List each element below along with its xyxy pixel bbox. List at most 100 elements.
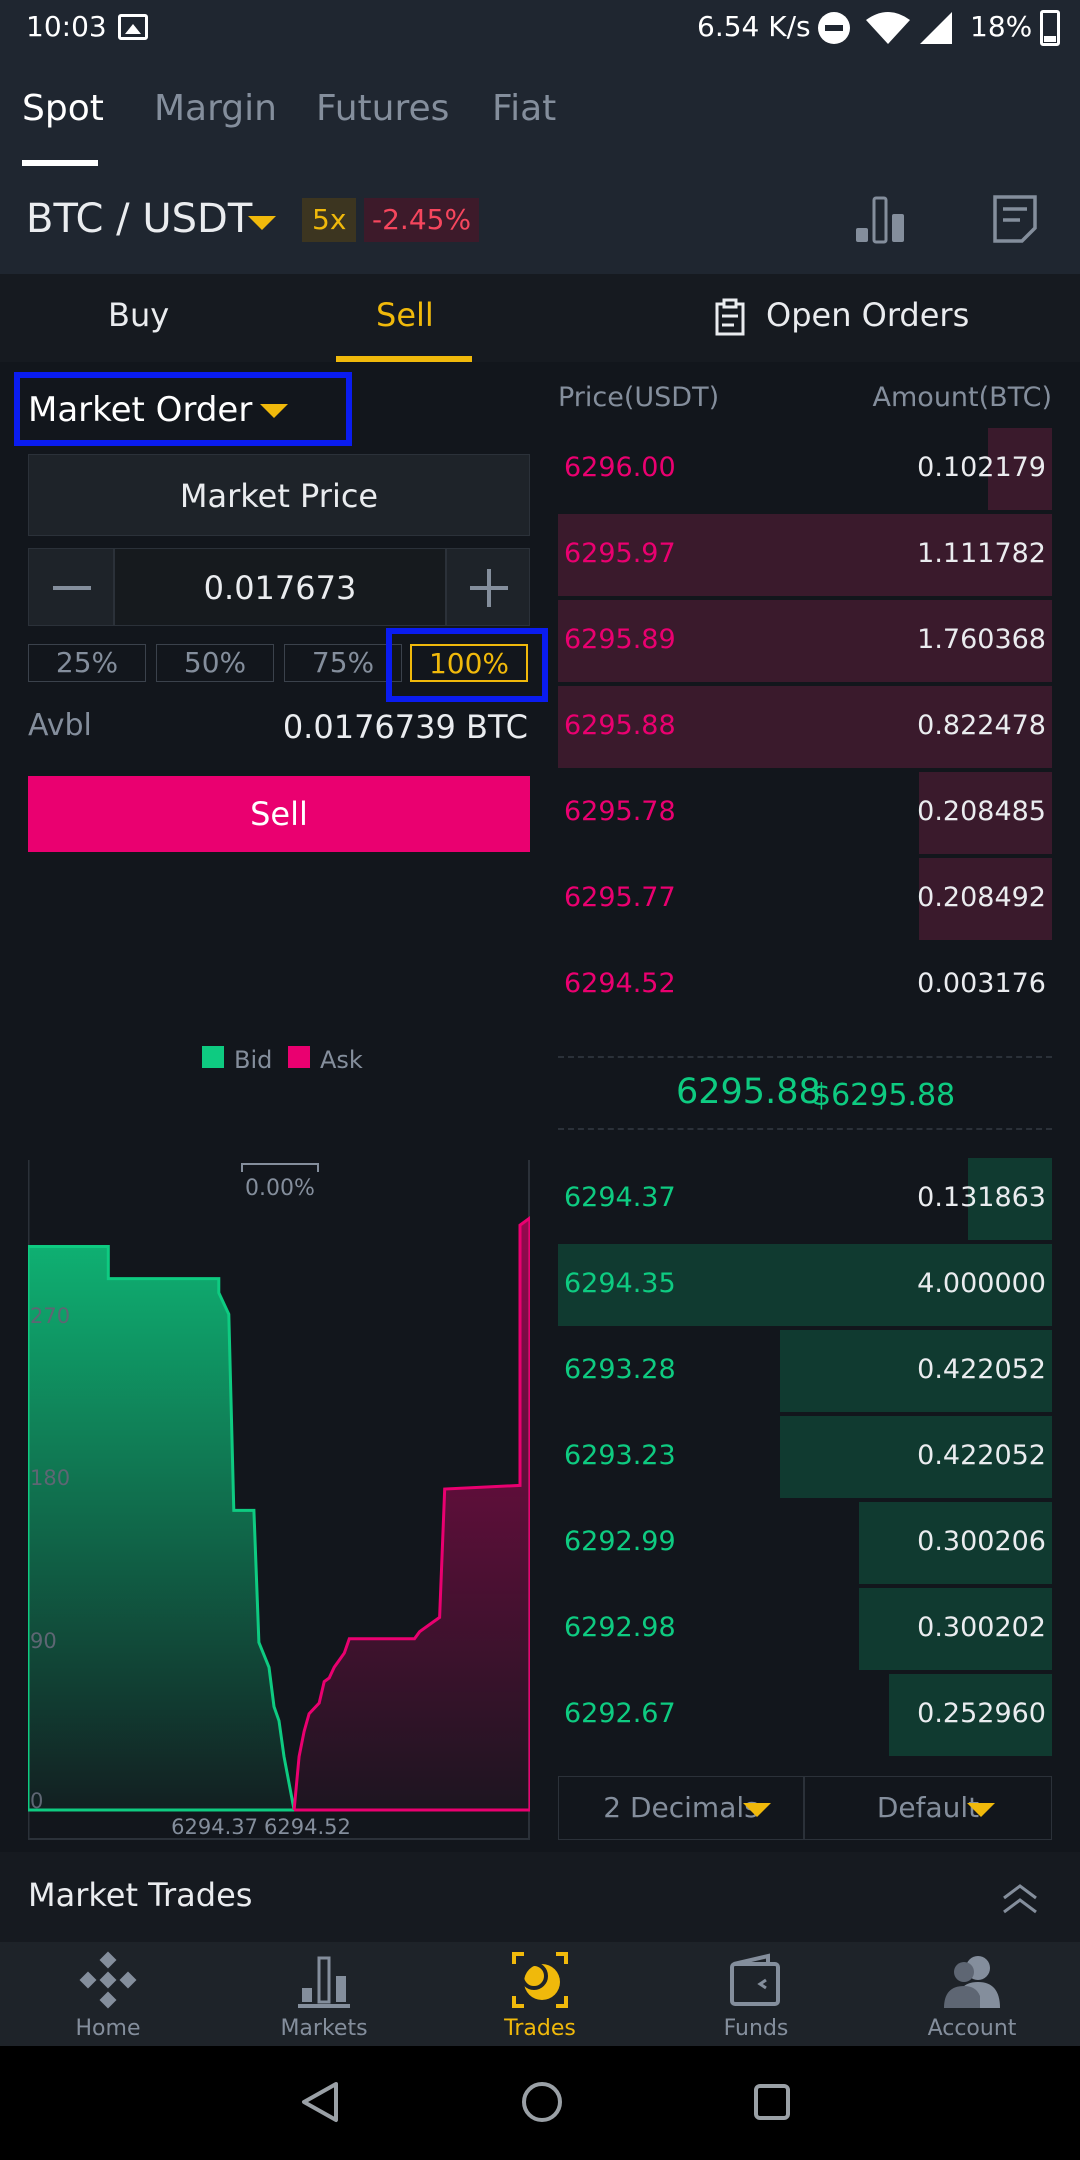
nav-home-label: Home (75, 2016, 141, 2041)
sell-button[interactable]: Sell (28, 776, 530, 852)
ask-price: 6294.52 (564, 968, 676, 999)
bid-row[interactable]: 6292.67 0.252960 (558, 1674, 1052, 1756)
ask-legend-swatch (288, 1046, 310, 1068)
wifi-icon (864, 10, 912, 53)
bid-price: 6292.98 (564, 1612, 676, 1643)
tab-sell[interactable]: Sell (376, 296, 434, 334)
x-label-ask: 6294.52 (264, 1815, 351, 1839)
decimals-selector[interactable]: 2 Decimals (558, 1776, 804, 1840)
expand-chevron-icon[interactable] (1000, 1882, 1040, 1920)
ask-depth-bar (558, 514, 1052, 596)
bid-amount: 0.422052 (917, 1354, 1046, 1385)
market-trades-bar[interactable]: Market Trades (0, 1852, 1080, 1942)
pair-selector[interactable]: BTC / USDT (26, 196, 253, 242)
bid-row[interactable]: 6293.28 0.422052 (558, 1330, 1052, 1412)
nav-markets[interactable]: Markets (216, 1942, 432, 2046)
ask-row[interactable]: 6295.97 1.111782 (558, 514, 1052, 596)
bid-row[interactable]: 6293.23 0.422052 (558, 1416, 1052, 1498)
bid-depth-area (28, 1245, 296, 1812)
system-navigation-bar (0, 2046, 1080, 2160)
percent-50-button[interactable]: 50% (156, 644, 274, 682)
account-icon (942, 1950, 1002, 2010)
bid-row[interactable]: 6294.35 4.000000 (558, 1244, 1052, 1326)
bid-price: 6293.28 (564, 1354, 676, 1385)
recents-icon[interactable] (752, 2082, 792, 2126)
order-type-selector[interactable]: Market Order (14, 372, 352, 446)
bid-depth-bar (780, 1416, 1052, 1498)
ask-price: 6296.00 (564, 452, 676, 483)
battery-percent: 18% (970, 10, 1033, 43)
ask-legend-label: Ask (320, 1046, 363, 1074)
bid-row[interactable]: 6292.98 0.300202 (558, 1588, 1052, 1670)
market-price-field[interactable]: Market Price (28, 454, 530, 536)
tab-futures[interactable]: Futures (316, 88, 450, 129)
tab-fiat[interactable]: Fiat (492, 88, 557, 129)
tab-spot[interactable]: Spot (22, 88, 104, 129)
ask-row[interactable]: 6295.78 0.208485 (558, 772, 1052, 854)
ask-row[interactable]: 6295.77 0.208492 (558, 858, 1052, 940)
pair-caret-icon[interactable] (248, 216, 276, 230)
ask-row[interactable]: 6296.00 0.102179 (558, 428, 1052, 510)
open-orders-icon[interactable] (714, 298, 746, 340)
ask-depth-bar (558, 600, 1052, 682)
percent-100-button[interactable]: 100% (410, 644, 528, 682)
bid-depth-bar (780, 1330, 1052, 1412)
ask-row[interactable]: 6294.52 0.003176 (558, 944, 1052, 1026)
ask-amount: 0.208485 (917, 796, 1046, 827)
y-tick-180: 180 (30, 1466, 70, 1490)
percent-100-highlight (386, 628, 548, 702)
ask-price: 6295.89 (564, 624, 676, 655)
bid-depth-bar (968, 1158, 1052, 1240)
price-change-badge: -2.45% (364, 198, 480, 242)
bid-depth-bar (888, 1674, 1052, 1756)
amount-input[interactable]: 0.017673 (114, 548, 446, 626)
ask-row[interactable]: 6295.88 0.822478 (558, 686, 1052, 768)
ask-depth-area (292, 1216, 530, 1812)
bid-row[interactable]: 6294.37 0.131863 (558, 1158, 1052, 1240)
status-time: 10:03 (26, 10, 107, 43)
y-tick-0: 0 (30, 1789, 43, 1813)
status-bar: 10:03 6.54 K/s 18% (0, 0, 1080, 58)
view-selector[interactable]: Default (804, 1776, 1052, 1840)
depth-chart[interactable]: 0.00% 270 180 90 0 6294.37 6294.52 (28, 1160, 530, 1840)
last-price: 6295.88 (676, 1072, 821, 1112)
ask-amount: 1.111782 (917, 538, 1046, 569)
home-icon[interactable] (520, 2080, 564, 2128)
nav-trades[interactable]: Trades (432, 1942, 648, 2046)
network-speed: 6.54 K/s (697, 10, 811, 43)
bid-row[interactable]: 6292.99 0.300206 (558, 1502, 1052, 1584)
ask-row[interactable]: 6295.89 1.760368 (558, 600, 1052, 682)
markets-icon (294, 1950, 354, 2010)
back-icon[interactable] (300, 2080, 340, 2128)
tab-open-orders[interactable]: Open Orders (766, 296, 970, 334)
order-book-price-header: Price(USDT) (558, 382, 720, 413)
spread-divider-bottom (558, 1128, 1052, 1130)
ask-price: 6295.78 (564, 796, 676, 827)
order-history-icon[interactable] (992, 194, 1038, 248)
ask-depth-bar (987, 428, 1052, 510)
trade-side-tabs: Buy Sell Open Orders (0, 274, 1080, 362)
bottom-navigation: Home Markets Trades (0, 1942, 1080, 2046)
nav-home[interactable]: Home (0, 1942, 216, 2046)
order-book-amount-header: Amount(BTC) (872, 382, 1052, 413)
chart-icon[interactable] (854, 194, 908, 248)
nav-trades-label: Trades (504, 2016, 576, 2041)
ask-depth-bar (918, 858, 1052, 940)
bid-price: 6293.23 (564, 1440, 676, 1471)
ask-amount: 0.102179 (917, 452, 1046, 483)
tab-buy[interactable]: Buy (108, 296, 170, 334)
percent-25-button[interactable]: 25% (28, 644, 146, 682)
percent-75-button[interactable]: 75% (284, 644, 402, 682)
nav-account[interactable]: Account (864, 1942, 1080, 2046)
bid-amount: 0.300202 (917, 1612, 1046, 1643)
nav-account-label: Account (927, 2016, 1017, 2041)
bid-legend-label: Bid (234, 1046, 273, 1074)
increase-amount-button[interactable] (446, 548, 530, 626)
y-tick-270: 270 (30, 1304, 70, 1328)
x-label-bid: 6294.37 (171, 1815, 258, 1839)
last-price-fiat: $6295.88 (812, 1078, 956, 1113)
ask-amount: 0.208492 (917, 882, 1046, 913)
decrease-amount-button[interactable] (28, 548, 114, 626)
tab-margin[interactable]: Margin (154, 88, 277, 129)
nav-funds[interactable]: Funds (648, 1942, 864, 2046)
